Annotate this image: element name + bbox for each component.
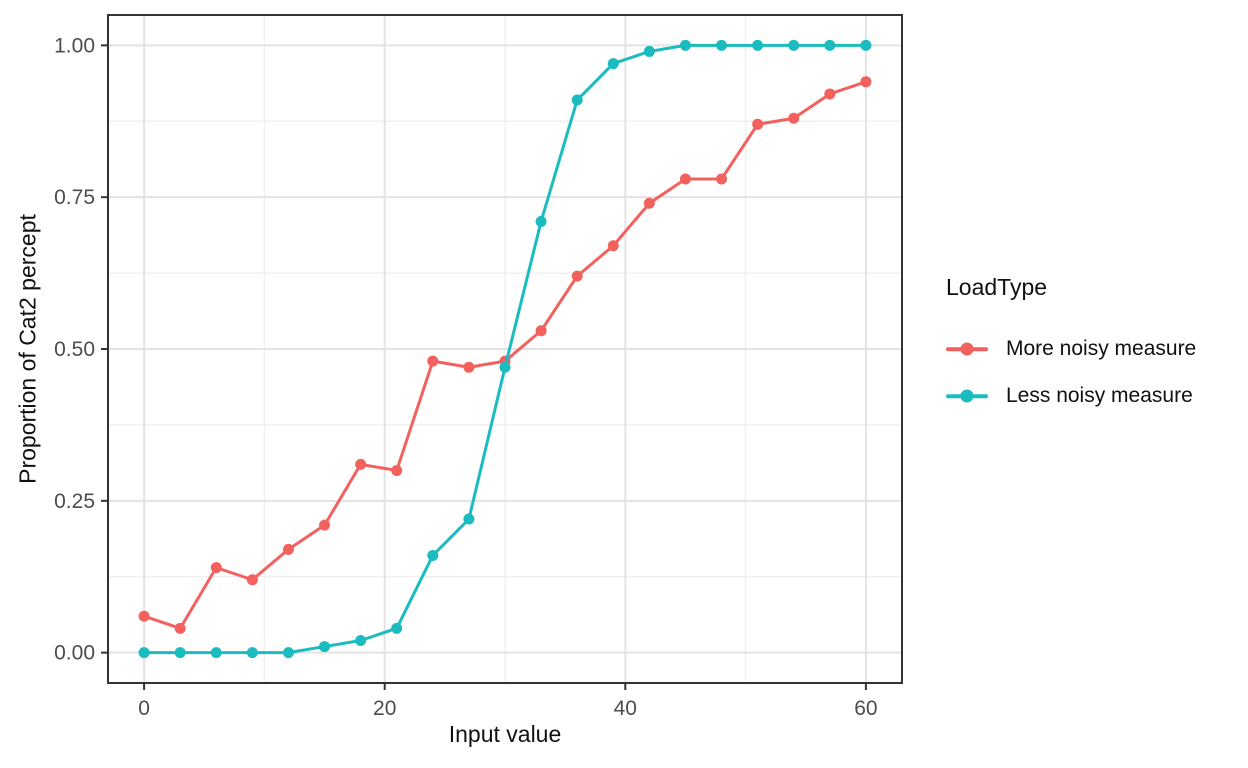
data-point-less-noisy-measure (319, 641, 331, 653)
legend-key-icon (946, 388, 988, 404)
data-point-more-noisy-measure (210, 562, 222, 574)
data-point-less-noisy-measure (571, 94, 583, 106)
data-point-less-noisy-measure (788, 39, 800, 51)
data-point-more-noisy-measure (174, 622, 186, 634)
x-axis-tick-label: 20 (373, 697, 396, 720)
data-point-less-noisy-measure (643, 45, 655, 57)
legend-key-dot-icon (960, 342, 974, 356)
data-point-more-noisy-measure (246, 574, 258, 586)
data-point-less-noisy-measure (174, 647, 186, 659)
data-point-more-noisy-measure (319, 519, 331, 531)
data-point-less-noisy-measure (716, 39, 728, 51)
data-point-less-noisy-measure (860, 39, 872, 51)
y-axis-tick-label: 0.75 (54, 186, 95, 209)
data-point-less-noisy-measure (752, 39, 764, 51)
data-point-more-noisy-measure (427, 355, 439, 367)
data-point-more-noisy-measure (788, 112, 800, 124)
y-axis-title: Proportion of Cat2 percept (14, 214, 41, 484)
data-point-less-noisy-measure (355, 634, 367, 646)
data-point-more-noisy-measure (391, 464, 403, 476)
data-point-more-noisy-measure (824, 88, 836, 100)
legend-item-more-noisy-measure: More noisy measure (946, 337, 1196, 361)
data-point-more-noisy-measure (679, 173, 691, 185)
data-point-less-noisy-measure (607, 58, 619, 70)
y-axis-tick-label: 0.50 (54, 338, 95, 361)
data-point-less-noisy-measure (824, 39, 836, 51)
legend-label: More noisy measure (1006, 337, 1197, 360)
data-point-more-noisy-measure (607, 240, 619, 252)
data-point-more-noisy-measure (860, 76, 872, 88)
y-axis-tick-label: 1.00 (54, 34, 95, 57)
data-point-more-noisy-measure (535, 325, 547, 337)
legend-key-icon (946, 341, 988, 357)
data-point-more-noisy-measure (643, 197, 655, 209)
data-point-more-noisy-measure (752, 118, 764, 130)
data-point-more-noisy-measure (571, 270, 583, 282)
legend-label: Less noisy measure (1006, 384, 1193, 407)
data-point-less-noisy-measure (463, 513, 475, 525)
data-point-more-noisy-measure (716, 173, 728, 185)
legend-items: More noisy measure Less noisy measure (946, 337, 1196, 408)
x-axis-tick-label: 0 (138, 697, 150, 720)
x-axis-tick-label: 40 (614, 697, 637, 720)
legend-item-less-noisy-measure: Less noisy measure (946, 384, 1196, 408)
data-point-more-noisy-measure (282, 543, 294, 555)
data-point-less-noisy-measure (282, 647, 294, 659)
data-point-less-noisy-measure (499, 361, 511, 373)
data-point-more-noisy-measure (355, 458, 367, 470)
data-point-less-noisy-measure (679, 39, 691, 51)
data-point-less-noisy-measure (210, 647, 222, 659)
x-axis-tick-label: 60 (854, 697, 877, 720)
data-point-less-noisy-measure (391, 622, 403, 634)
y-axis-tick-label: 0.00 (54, 642, 95, 665)
data-point-less-noisy-measure (427, 549, 439, 561)
legend-title: LoadType (946, 274, 1048, 300)
data-point-more-noisy-measure (138, 610, 150, 622)
data-point-more-noisy-measure (463, 361, 475, 373)
data-point-less-noisy-measure (246, 647, 258, 659)
x-axis-title: Input value (448, 721, 562, 747)
data-point-less-noisy-measure (138, 647, 150, 659)
y-axis-tick-label: 0.25 (54, 490, 95, 513)
data-point-less-noisy-measure (535, 215, 547, 227)
legend-key-dot-icon (960, 389, 974, 403)
legend: LoadType More noisy measure Less noisy me… (946, 274, 1196, 408)
